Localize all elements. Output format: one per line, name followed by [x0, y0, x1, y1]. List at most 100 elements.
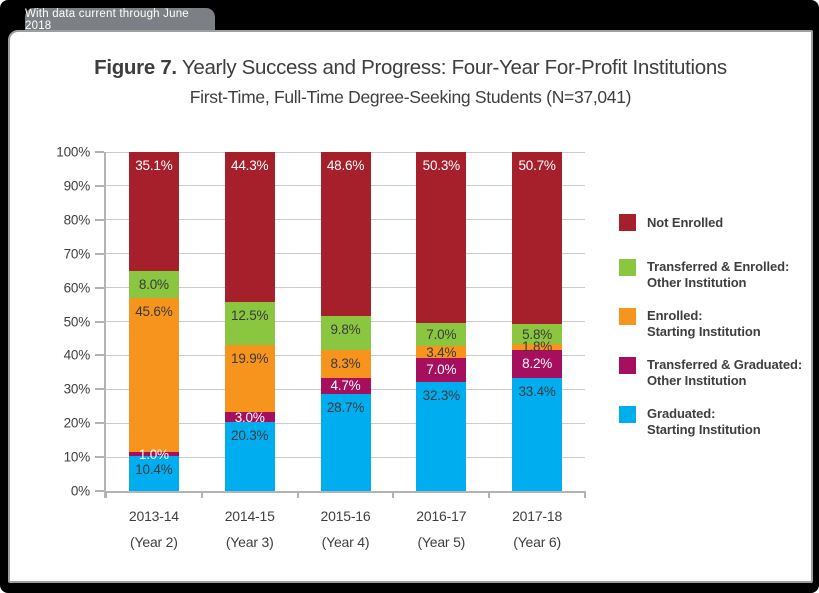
legend-label-line: Other Institution: [647, 274, 747, 290]
y-axis-tick: [95, 286, 104, 289]
y-axis-label: 0%: [70, 483, 90, 499]
bar-value-label: 8.0%: [138, 276, 169, 292]
legend-item: Transferred & Enrolled: Other Institution: [619, 259, 819, 290]
y-axis-label: 10%: [63, 449, 91, 465]
bar-value-label: 50.3%: [422, 158, 460, 173]
y-axis-tick: [95, 218, 104, 221]
bar-value-label: 33.4%: [518, 383, 556, 399]
x-axis-label-year: 2014-15: [224, 508, 275, 524]
y-axis-tick: [95, 490, 104, 492]
banner-text: With data current through June 2018: [25, 7, 189, 32]
legend-label-line: Enrolled:: [647, 308, 703, 323]
legend-label-line: Transferred & Graduated:: [647, 357, 803, 372]
legend-item: Transferred & Graduated: Other Institutio…: [619, 357, 819, 388]
bar-segment: [512, 152, 563, 325]
bar-segment: [512, 377, 563, 491]
bar-segment: [416, 357, 467, 382]
stacked-bar: 33.4% 8.2% 1.8% 5.8% 50.7%: [512, 152, 563, 491]
chart-legend: Not Enrolled Transferred & Enrolled: Other…: [619, 214, 819, 437]
bar-segment: [512, 349, 563, 378]
bar-value-label: 3.4%: [426, 344, 457, 360]
bar-segment: [224, 344, 275, 413]
y-axis-tick: [95, 456, 104, 459]
bar-segment: [416, 381, 467, 491]
plot-area: 0% 10% 20% 30% 40% 50% 60% 70% 80% 90% 100% 10.4% 1.…: [56, 145, 586, 550]
bar-value-label: 8.3%: [330, 355, 361, 371]
bar-segment: [512, 324, 563, 344]
x-axis-label-year: 2015-16: [320, 508, 371, 524]
bar-value-label: 7.0%: [426, 362, 457, 378]
y-axis-tick: [95, 422, 104, 425]
x-axis-line: [104, 491, 585, 493]
x-axis-label: 2017-18 (Year 6): [479, 504, 595, 555]
bar-value-label: 8.2%: [522, 355, 553, 371]
bar-value-label: 50.7%: [518, 158, 556, 174]
bar-value-label: 10.4%: [135, 461, 173, 477]
stacked-bar: 28.7% 4.7% 8.3% 9.8% 48.6%: [320, 151, 371, 491]
bar-value-label: 44.3%: [231, 158, 269, 173]
x-axis-label-sub: (Year 4): [321, 533, 370, 550]
y-axis-line: [104, 152, 106, 498]
y-axis-label: 40%: [63, 347, 91, 363]
bar-value-label: 48.6%: [326, 157, 365, 173]
bar-segment: [224, 412, 275, 423]
y-axis-tick: [95, 184, 104, 187]
legend-label-line: Starting Institution: [647, 323, 761, 339]
bar-value-label: 1.8%: [522, 339, 553, 355]
bar-value-label: 5.8%: [522, 326, 553, 342]
x-axis-tick: [105, 491, 107, 498]
bar-segment: [128, 452, 179, 456]
x-axis-tick: [296, 491, 299, 498]
bar-segment: [128, 151, 179, 271]
y-axis-label: 50%: [63, 314, 91, 329]
legend-swatch: [619, 357, 636, 374]
bar-value-label: 28.7%: [326, 399, 365, 415]
x-axis-tick: [200, 491, 203, 498]
stacked-bar: 20.3% 3.0% 19.9% 12.5% 44.3%: [224, 152, 275, 491]
bar-value-label: 4.7%: [330, 378, 361, 394]
y-axis-label: 30%: [63, 381, 91, 397]
legend-label: Not Enrolled: [647, 214, 723, 231]
stacked-bar: 32.3% 7.0% 3.4% 7.0% 50.3%: [416, 152, 467, 491]
x-axis-tick: [488, 491, 491, 498]
figure-header: Figure 7. Yearly Success and Progress: F…: [10, 56, 811, 108]
y-axis-tick: [95, 388, 104, 391]
bar-value-label: 19.9%: [231, 350, 269, 366]
legend-label-line: Other Institution: [647, 372, 747, 388]
legend-label: Transferred & Graduated: Other Institutio…: [647, 357, 802, 388]
bar-segment: [224, 152, 275, 303]
bar-segment: [224, 422, 275, 491]
legend-label: Graduated: Starting Institution: [647, 406, 761, 437]
legend-item: Graduated: Starting Institution: [619, 406, 819, 437]
figure-title: Figure 7. Yearly Success and Progress: F…: [10, 56, 811, 80]
bar-value-label: 32.3%: [422, 387, 460, 403]
x-axis-label-sub: (Year 3): [225, 533, 274, 550]
bar-segment: [512, 343, 563, 350]
x-axis-label: 2013-14 (Year 2): [96, 504, 212, 555]
bar-segment: [128, 270, 179, 298]
bar-value-label: 20.3%: [231, 428, 269, 444]
bar-segment: [320, 151, 371, 317]
x-axis-label-year: 2013-14: [128, 508, 179, 524]
x-axis-tick: [392, 491, 395, 498]
data-current-banner: With data current through June 2018: [25, 8, 215, 34]
legend-swatch: [619, 259, 636, 276]
x-axis-label-year: 2017-18: [512, 508, 563, 524]
legend-label-line: Transferred & Enrolled:: [647, 259, 790, 274]
x-axis-label: 2015-16 (Year 4): [288, 504, 404, 555]
bar-segment: [320, 393, 371, 491]
bar-value-label: 1.0%: [138, 446, 169, 462]
legend-label: Enrolled: Starting Institution: [647, 308, 761, 339]
legend-swatch: [619, 406, 636, 423]
bar-segment: [320, 377, 371, 394]
y-axis-tick: [95, 320, 104, 323]
x-axis-tick: [584, 491, 586, 498]
bar-value-label: 9.8%: [330, 322, 361, 338]
bar-value-label: 3.0%: [234, 409, 265, 425]
legend-label-line: Graduated:: [647, 406, 716, 421]
x-axis-label-sub: (Year 2): [130, 533, 178, 550]
stacked-bar: 10.4% 1.0% 45.6% 8.0% 35.1%: [128, 151, 179, 491]
bar-value-label: 35.1%: [135, 157, 173, 173]
legend-label: Transferred & Enrolled: Other Institution: [647, 259, 789, 290]
